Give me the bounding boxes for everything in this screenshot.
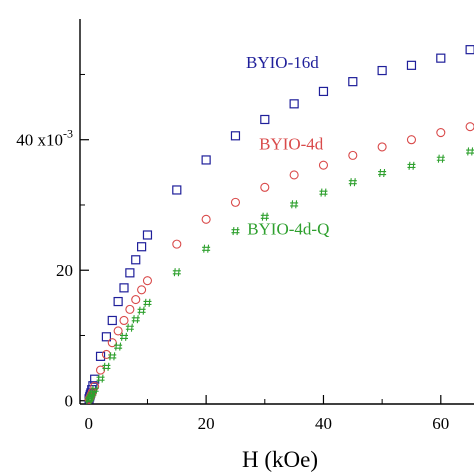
data-point-square	[119, 283, 129, 293]
data-point-circle	[289, 170, 299, 180]
data-point-hash	[96, 374, 105, 383]
y-tick-exponent: -3	[63, 127, 73, 141]
y-tick-label: 0	[65, 392, 74, 411]
data-point-circle	[230, 197, 241, 207]
data-point-square	[101, 332, 112, 342]
data-point-square	[465, 45, 474, 55]
data-point-hash	[172, 268, 181, 277]
data-point-circle	[318, 160, 329, 170]
data-point-hash	[102, 362, 111, 371]
data-point-circle	[119, 315, 129, 326]
axes: 0 20 40 60 0 20 40 x10-3	[16, 19, 474, 433]
x-axis-title: H (kOe)	[242, 447, 318, 472]
data-point-circle	[101, 349, 111, 359]
data-point-square	[113, 296, 123, 307]
data-point-square	[260, 114, 270, 125]
data-point-circle	[131, 295, 141, 305]
data-point-square	[125, 268, 135, 278]
x-tick-label: 60	[432, 414, 449, 433]
data-point-hash	[137, 306, 146, 315]
data-point-hash	[348, 178, 357, 187]
data-point-hash	[88, 389, 97, 398]
data-point-hash	[466, 147, 474, 156]
data-point-hash	[378, 168, 387, 178]
data-point-circle	[95, 365, 106, 375]
data-point-square	[318, 86, 329, 97]
data-point-hash	[319, 188, 328, 197]
series-byio-4d	[84, 122, 474, 404]
data-point-hash	[407, 161, 416, 170]
data-point-square	[377, 65, 387, 76]
data-point-square	[95, 351, 106, 361]
data-point-hash	[108, 352, 117, 361]
series-annotations: BYIO-16d BYIO-4d BYIO-4d-Q	[246, 53, 329, 238]
x-tick-label: 0	[85, 414, 94, 433]
data-point-hash	[125, 323, 134, 332]
data-point-hash	[90, 385, 99, 394]
data-point-circle	[260, 182, 270, 192]
data-point-hash	[436, 154, 445, 163]
data-point-square	[406, 60, 417, 70]
series-label: BYIO-4d	[259, 135, 324, 154]
data-point-circle	[113, 326, 123, 336]
data-point-square	[142, 230, 153, 240]
data-point-circle	[436, 127, 446, 138]
x-tick-label: 40	[315, 414, 332, 433]
plot-area	[84, 45, 474, 405]
data-point-circle	[142, 276, 153, 286]
series-label: BYIO-16d	[246, 53, 319, 72]
data-point-square	[436, 53, 446, 63]
data-point-square	[348, 77, 358, 87]
data-point-hash	[260, 212, 269, 221]
data-point-hash	[290, 200, 299, 209]
series-byio-4d-q	[85, 147, 474, 405]
data-point-hash	[202, 244, 211, 253]
y-tick-label-base: 40 x10	[16, 131, 63, 150]
series-label: BYIO-4d-Q	[247, 219, 329, 238]
data-point-square	[107, 315, 117, 326]
x-tick-label: 20	[198, 414, 215, 433]
data-point-circle	[465, 122, 474, 132]
data-point-square	[289, 99, 299, 109]
data-point-circle	[137, 285, 147, 295]
data-point-square	[172, 185, 182, 195]
y-tick-label: 40 x10-3	[16, 127, 73, 150]
data-point-hash	[231, 227, 240, 236]
data-point-hash	[143, 298, 152, 307]
data-point-circle	[172, 239, 182, 249]
data-point-circle	[125, 304, 135, 314]
data-point-square	[201, 155, 211, 165]
data-point-square	[131, 255, 141, 265]
data-point-hash	[131, 315, 140, 324]
y-tick-label: 20	[56, 261, 73, 280]
data-point-square	[137, 242, 147, 252]
data-point-circle	[348, 150, 358, 160]
data-point-circle	[201, 214, 211, 224]
data-point-hash	[114, 342, 123, 351]
data-point-hash	[120, 332, 128, 341]
data-point-circle	[406, 135, 417, 145]
data-point-square	[230, 131, 241, 141]
data-point-circle	[377, 142, 387, 152]
